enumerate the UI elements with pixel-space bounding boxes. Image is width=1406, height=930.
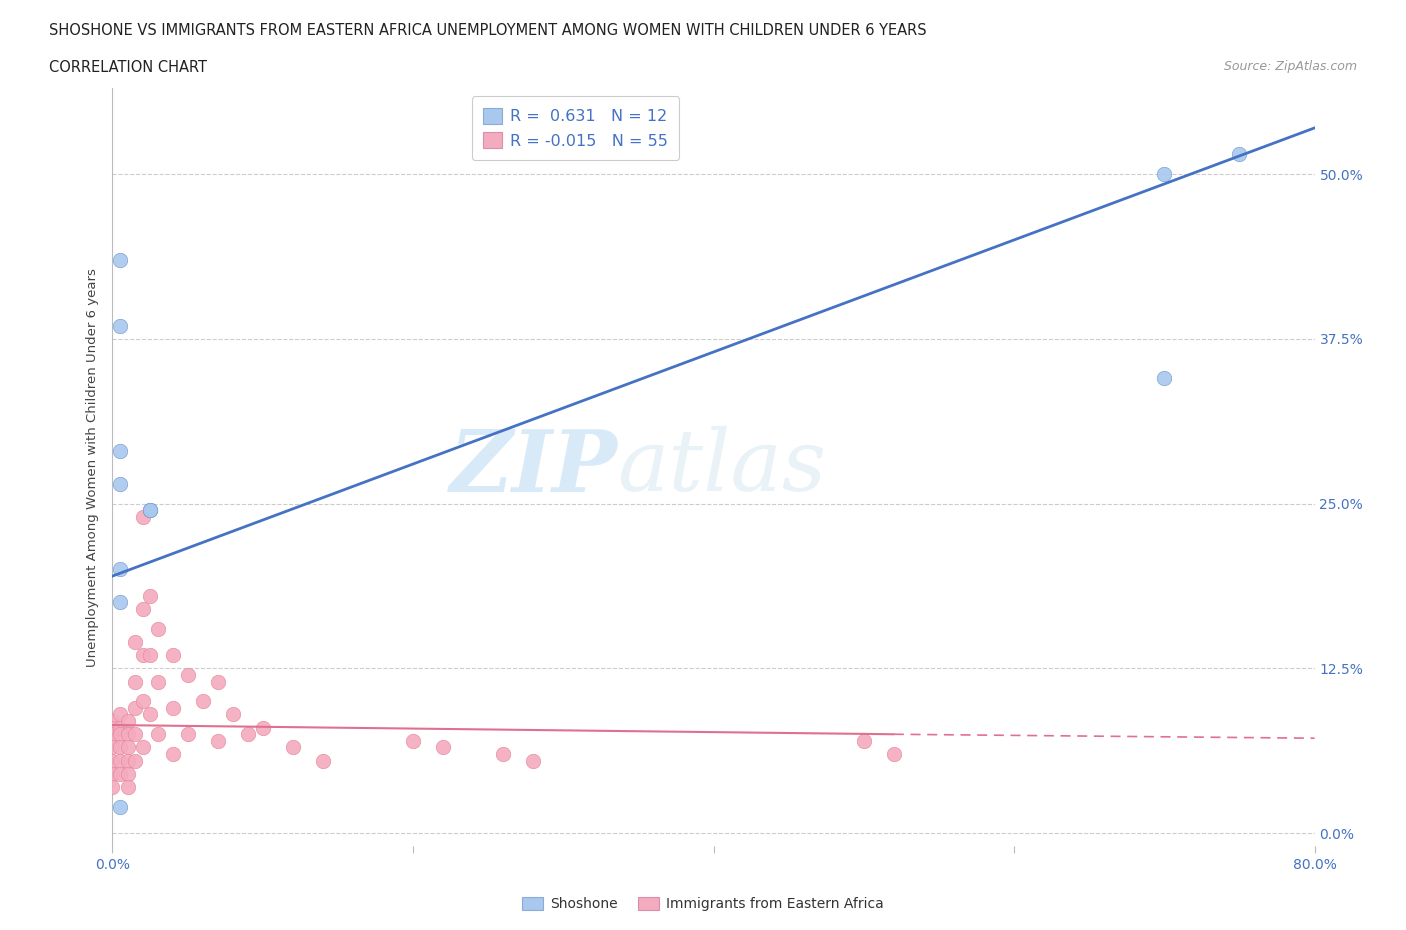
Point [281,740,304,755]
Point [146,674,169,689]
Point [207,674,229,689]
Point [101,740,124,755]
Point [176,668,198,683]
Point [131,602,153,617]
Point [101,713,124,728]
Point [124,727,146,742]
Point [108,766,131,781]
Point [402,734,425,749]
Point [117,713,139,728]
Point [131,694,153,709]
Point [101,727,124,742]
Point [117,753,139,768]
Point [522,753,544,768]
Point [139,647,162,662]
Y-axis label: Unemployment Among Women with Children Under 6 years: Unemployment Among Women with Children U… [86,268,100,667]
Point [108,318,131,333]
Point [108,444,131,458]
Point [191,694,214,709]
Point [101,720,124,735]
Point [1153,371,1175,386]
Point [131,647,153,662]
Point [146,621,169,636]
Point [252,720,274,735]
Text: Source: ZipAtlas.com: Source: ZipAtlas.com [1223,60,1357,73]
Point [162,647,184,662]
Point [117,740,139,755]
Point [146,727,169,742]
Point [124,753,146,768]
Point [883,747,905,762]
Point [131,740,153,755]
Point [108,252,131,267]
Text: ZIP: ZIP [450,426,617,509]
Point [108,720,131,735]
Point [162,747,184,762]
Point [1153,166,1175,181]
Point [131,510,153,525]
Point [162,700,184,715]
Point [236,727,259,742]
Point [207,734,229,749]
Point [222,707,245,722]
Text: atlas: atlas [617,426,827,509]
Point [312,753,335,768]
Point [139,503,162,518]
Point [124,700,146,715]
Point [432,740,454,755]
Point [139,589,162,604]
Text: CORRELATION CHART: CORRELATION CHART [49,60,207,75]
Point [117,727,139,742]
Point [108,727,131,742]
Point [108,799,131,814]
Legend: Shoshone, Immigrants from Eastern Africa: Shoshone, Immigrants from Eastern Africa [515,890,891,919]
Point [108,562,131,577]
Point [108,753,131,768]
Point [108,476,131,491]
Point [108,595,131,610]
Point [852,734,875,749]
Point [108,740,131,755]
Point [139,503,162,518]
Point [101,753,124,768]
Point [124,634,146,649]
Point [124,674,146,689]
Point [117,779,139,794]
Point [492,747,515,762]
Point [1229,147,1251,162]
Point [139,707,162,722]
Text: SHOSHONE VS IMMIGRANTS FROM EASTERN AFRICA UNEMPLOYMENT AMONG WOMEN WITH CHILDRE: SHOSHONE VS IMMIGRANTS FROM EASTERN AFRI… [49,23,927,38]
Point [108,707,131,722]
Point [117,766,139,781]
Point [176,727,198,742]
Point [101,766,124,781]
Point [101,779,124,794]
Point [101,734,124,749]
Legend: R =  0.631   N = 12, R = -0.015   N = 55: R = 0.631 N = 12, R = -0.015 N = 55 [471,97,679,160]
